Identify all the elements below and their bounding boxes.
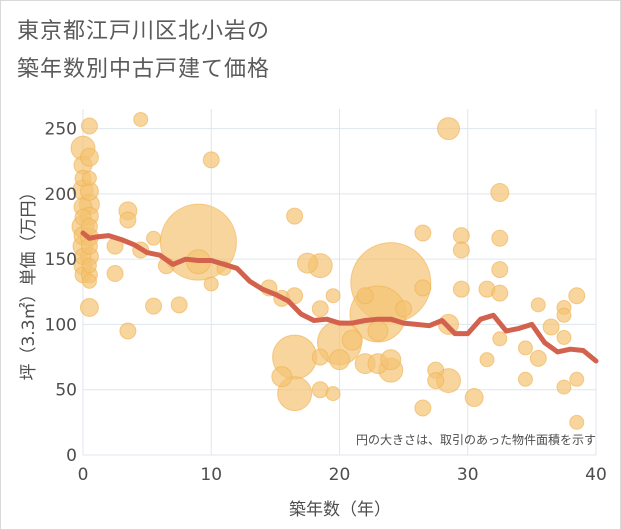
bubble-point xyxy=(203,276,219,292)
bubble-point xyxy=(529,349,547,367)
x-tick-label: 10 xyxy=(200,465,222,485)
bubble-point xyxy=(491,261,509,279)
bubble-point xyxy=(311,300,329,318)
bubble-point xyxy=(437,117,461,141)
chart-title-line-1: 東京都江戸川区北小岩の xyxy=(17,19,271,44)
chart-title: 東京都江戸川区北小岩の 築年数別中古戸建て価格 xyxy=(17,13,270,89)
bubble-point xyxy=(452,280,470,298)
bubble-point xyxy=(556,329,572,345)
y-tick-label: 0 xyxy=(66,446,77,466)
bubble-point xyxy=(311,348,329,366)
bubble-point xyxy=(556,379,572,395)
bubble-point xyxy=(271,366,293,388)
x-tick-label: 20 xyxy=(329,465,351,485)
bubble-point xyxy=(81,273,97,289)
y-tick-label: 200 xyxy=(45,185,77,205)
bubble-point xyxy=(341,329,363,351)
bubble-point xyxy=(329,349,350,371)
y-tick-label: 100 xyxy=(45,315,77,335)
x-tick-label: 0 xyxy=(78,465,89,485)
bubble-point xyxy=(414,399,432,417)
bubble-point xyxy=(170,296,188,314)
bubble-point xyxy=(452,227,470,245)
trend-line xyxy=(80,230,599,364)
bubble-point xyxy=(325,386,341,402)
bubble-point xyxy=(414,224,432,242)
bubble-point xyxy=(106,265,124,283)
bubble-point xyxy=(479,352,495,368)
bubble-point xyxy=(296,252,318,274)
bubble-point xyxy=(286,207,304,225)
x-axis-title: 築年数（年） xyxy=(289,500,391,520)
bubble-point xyxy=(395,300,413,318)
bubble-point xyxy=(568,287,586,305)
y-tick-label: 250 xyxy=(45,120,77,140)
bubble-point xyxy=(530,297,546,313)
bubble-point xyxy=(286,287,304,305)
bubble-point xyxy=(80,117,98,135)
bubble-point xyxy=(119,322,137,340)
bubble-point xyxy=(133,111,149,127)
bubble-point xyxy=(427,372,445,390)
bubble-point xyxy=(145,297,163,315)
bubble-point xyxy=(146,230,162,246)
bubble-point xyxy=(569,414,585,430)
bubble-point xyxy=(356,287,374,305)
y-axis-ticks: 0 50 100 150 200 250 xyxy=(45,120,77,466)
y-tick-label: 150 xyxy=(45,250,77,270)
bubble-point xyxy=(380,349,402,371)
bubble-point xyxy=(491,284,509,302)
bubble-point xyxy=(517,371,533,387)
bubble-point xyxy=(414,279,432,297)
bubble-point xyxy=(367,320,389,342)
x-tick-label: 40 xyxy=(585,465,607,485)
bubble-point xyxy=(202,151,220,169)
bubble-point xyxy=(80,218,98,236)
bubble-point xyxy=(81,170,97,186)
bubble-point xyxy=(464,388,484,408)
bubble-point xyxy=(556,307,572,323)
bubble-point xyxy=(492,331,508,347)
y-tick-label: 50 xyxy=(55,381,77,401)
y-axis-title: 坪（3.3㎡）単価（万円） xyxy=(19,183,39,380)
bubble-point xyxy=(325,288,341,304)
bubble-point xyxy=(119,211,137,229)
bubble-point xyxy=(517,340,533,356)
bubble-point xyxy=(542,318,560,336)
bubble-point xyxy=(491,229,509,247)
chart-title-line-2: 築年数別中古戸建て価格 xyxy=(17,57,271,82)
bubble-point xyxy=(452,241,470,259)
size-note: 円の大きさは、取引のあった物件面積を示す xyxy=(356,432,596,447)
bubble-point xyxy=(81,258,97,274)
bubble-point xyxy=(569,371,585,387)
bubble-point xyxy=(79,297,99,317)
bubble-point xyxy=(79,147,99,167)
bubble-point xyxy=(490,183,510,203)
x-tick-label: 30 xyxy=(457,465,479,485)
x-axis-ticks: 0 10 20 30 40 xyxy=(78,465,607,485)
